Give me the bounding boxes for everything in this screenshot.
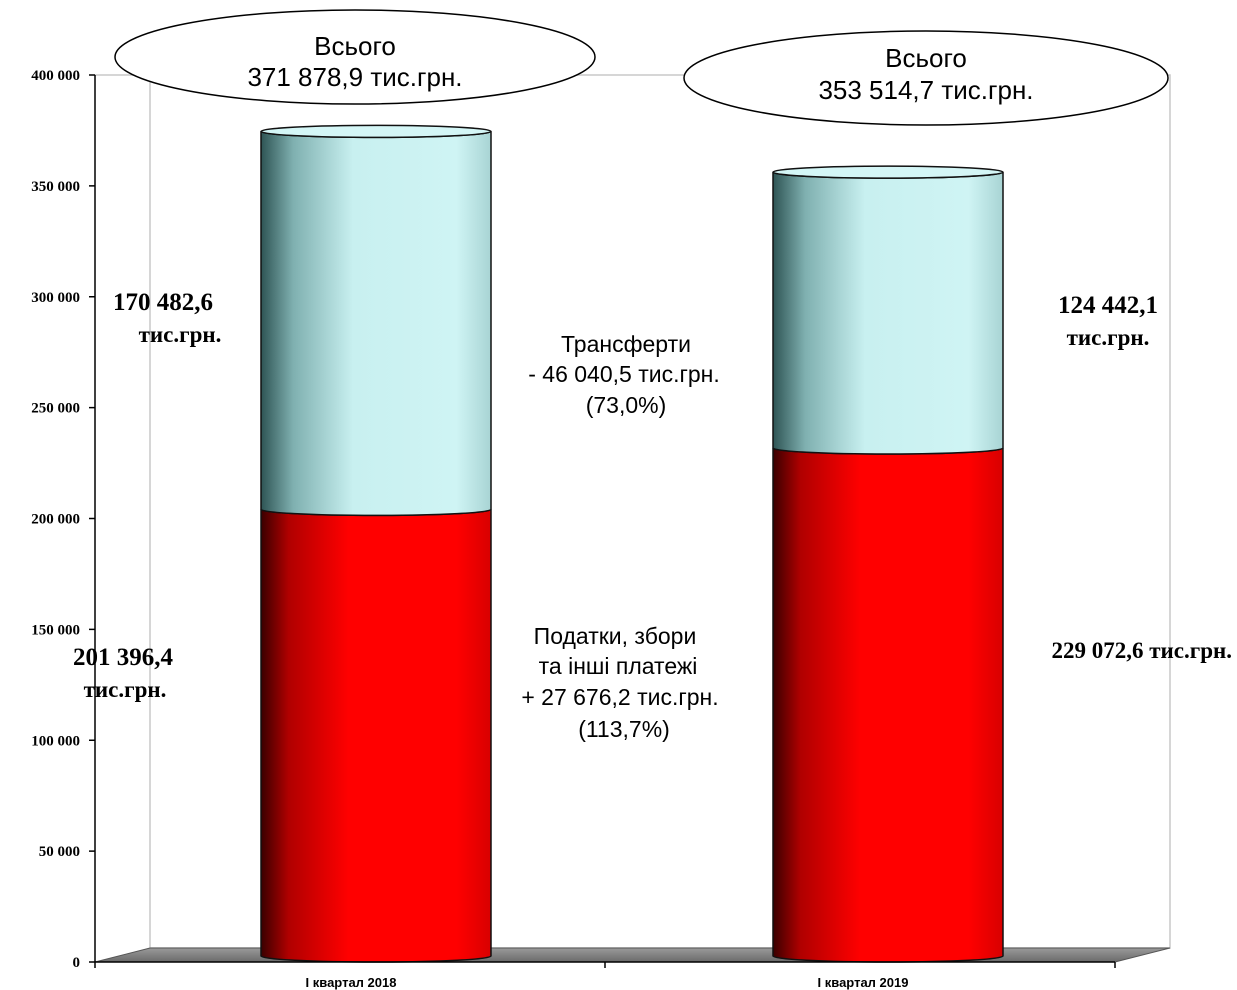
floor <box>94 947 1171 963</box>
total-2018-callout: Всього 371 878,9 тис.грн. <box>114 9 596 105</box>
tax-segment-2019 <box>772 447 1004 963</box>
tax-segment-2018 <box>260 508 492 963</box>
x-category-label: І квартал 2019 <box>818 975 909 990</box>
y-tick-label: 200 000 <box>31 512 80 528</box>
taxes-2018-unit: тис.грн. <box>84 677 167 702</box>
transfers-change-percent: (73,0%) <box>586 392 667 418</box>
transfers-2019-value: 124 442,1 <box>1058 292 1158 319</box>
y-tick-label: 0 <box>73 955 81 971</box>
y-tick-label: 350 000 <box>31 179 80 195</box>
transfers-2019-unit: тис.грн. <box>1067 325 1150 350</box>
taxes-change-percent: (113,7%) <box>578 716 670 742</box>
transfers-2018-unit: тис.грн. <box>139 322 222 347</box>
taxes-2018-value: 201 396,4 <box>73 644 174 671</box>
total-2018-ellipse <box>114 9 596 105</box>
x-axis: І квартал 2018 І квартал 2019 <box>94 961 1116 990</box>
taxes-change-amount: + 27 676,2 тис.грн. <box>521 684 718 710</box>
taxes-change-title-1: Податки, збори <box>534 623 697 649</box>
plot-frame <box>94 74 1171 963</box>
transfer-segment-2018 <box>260 130 492 517</box>
x-category-label: І квартал 2018 <box>306 975 397 990</box>
transfers-change-amount: - 46 040,5 тис.грн. <box>528 361 720 387</box>
total-2019-ellipse <box>683 30 1169 126</box>
taxes-change-title-2: та інші платежі <box>539 653 698 679</box>
bars <box>260 124 1004 963</box>
y-axis: 0 50 000 100 000 150 000 200 000 250 000 300 0… <box>31 68 96 971</box>
transfers-2018-value: 170 482,6 <box>113 289 213 316</box>
y-tick-label: 250 000 <box>31 401 80 417</box>
cylinder-top-cap <box>260 124 492 139</box>
transfers-change-title: Трансферти <box>561 331 691 357</box>
transfer-segment-2019 <box>772 171 1004 455</box>
total-2018-line1: Всього <box>314 31 396 61</box>
y-tick-label: 150 000 <box>31 622 80 638</box>
total-2019-line1: Всього <box>885 43 967 73</box>
y-tick-label: 50 000 <box>39 844 80 860</box>
cylinder-top-cap <box>772 165 1004 179</box>
y-tick-label: 400 000 <box>31 68 80 84</box>
y-tick-label: 100 000 <box>31 733 80 749</box>
total-2018-line2: 371 878,9 тис.грн. <box>247 62 462 92</box>
cylinder-2018 <box>260 124 492 963</box>
total-2019-line2: 353 514,7 тис.грн. <box>818 75 1033 105</box>
cylinder-2019 <box>772 165 1004 963</box>
taxes-2019-value: 229 072,6 тис.грн. <box>1052 638 1233 663</box>
y-tick-label: 300 000 <box>31 290 80 306</box>
total-2019-callout: Всього 353 514,7 тис.грн. <box>683 30 1169 126</box>
